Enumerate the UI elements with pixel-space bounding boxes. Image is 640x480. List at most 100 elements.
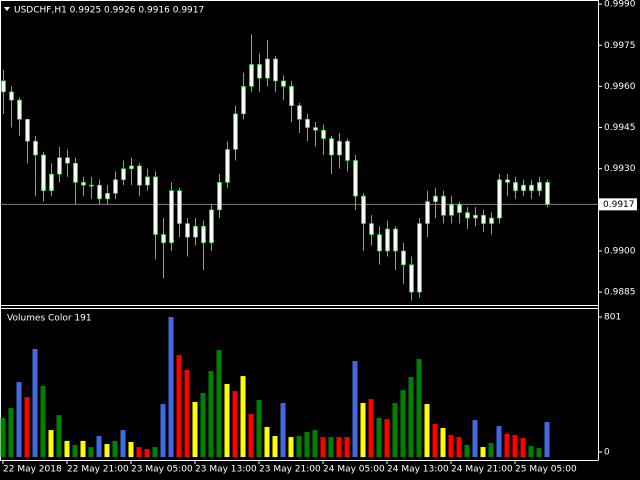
x-tick-label: 25 May 05:00 xyxy=(515,465,577,475)
candle-body xyxy=(337,140,342,156)
volume-bar xyxy=(0,418,6,457)
candle-body xyxy=(505,179,510,183)
candle-body xyxy=(489,217,494,224)
candle-body xyxy=(369,223,374,235)
candle-body xyxy=(233,113,238,150)
volume-bar xyxy=(144,448,150,457)
volume-bar xyxy=(352,361,358,457)
candle-body xyxy=(249,64,254,87)
candle-body xyxy=(417,223,422,293)
y-tick-label: 0.9975 xyxy=(604,41,636,51)
volume-bar xyxy=(408,376,414,457)
volume-bar xyxy=(296,436,302,457)
indicator-title: Volumes Color 191 xyxy=(7,314,92,324)
x-tick-label: 24 May 21:00 xyxy=(451,465,513,475)
candle-body xyxy=(193,225,198,238)
volume-bar xyxy=(128,441,134,457)
price-label: 0.9917 xyxy=(603,200,635,210)
candle-body xyxy=(497,179,502,219)
candle-body xyxy=(473,215,478,219)
candle-body xyxy=(393,228,398,252)
volume-bar xyxy=(112,440,118,457)
volume-bar xyxy=(256,400,262,457)
candle-body xyxy=(161,234,166,244)
candle-body xyxy=(441,195,446,216)
volume-bar xyxy=(136,447,142,457)
volume-bar xyxy=(88,447,94,457)
candle-body xyxy=(545,182,550,205)
menu-triangle[interactable] xyxy=(4,7,10,11)
candle-body xyxy=(265,58,270,79)
candle-body xyxy=(425,201,430,224)
volume-bar xyxy=(80,440,86,457)
candle-body xyxy=(305,119,310,128)
candle-body xyxy=(105,193,110,200)
candle-body xyxy=(137,165,142,186)
candle-body xyxy=(385,228,390,252)
price-label-box xyxy=(599,198,637,211)
volume-bar xyxy=(200,393,206,457)
volume-bar xyxy=(424,404,430,457)
candle-body xyxy=(481,215,486,224)
volume-bar xyxy=(272,436,278,457)
volume-bar xyxy=(160,404,166,457)
candle-body xyxy=(409,264,414,293)
volume-bar xyxy=(320,437,326,457)
candle-body xyxy=(121,168,126,180)
candle-body xyxy=(9,91,14,101)
volume-bar xyxy=(152,447,158,457)
volume-bar xyxy=(48,430,54,457)
volume-bar xyxy=(248,414,254,457)
candle-body xyxy=(169,190,174,244)
candle-body xyxy=(289,86,294,106)
volume-bar xyxy=(304,432,310,457)
candle-body xyxy=(201,225,206,244)
candle-body xyxy=(361,195,366,224)
candle-body xyxy=(513,182,518,191)
x-tick-label: 22 May 2018 xyxy=(3,465,62,475)
volume-bar xyxy=(224,383,230,457)
volume-bar xyxy=(56,415,62,457)
x-tick-label: 24 May 05:00 xyxy=(323,465,385,475)
candle-body xyxy=(153,176,158,235)
y-tick-label: 0.9960 xyxy=(604,82,636,92)
volume-bar xyxy=(512,434,518,457)
volume-bar xyxy=(440,427,446,457)
volume-bar xyxy=(504,433,510,457)
candle-body xyxy=(209,209,214,244)
candle-body xyxy=(273,58,278,82)
candle-body xyxy=(433,195,438,202)
volume-bar xyxy=(544,422,550,457)
volume-bar xyxy=(32,349,38,457)
y-tick-label: 0.9885 xyxy=(604,288,636,298)
x-tick-label: 23 May 21:00 xyxy=(259,465,321,475)
volume-bar xyxy=(96,436,102,457)
volume-bar xyxy=(384,419,390,457)
candle-body xyxy=(281,80,286,87)
volume-bar xyxy=(472,419,478,457)
volume-bar xyxy=(488,443,494,457)
volume-bar xyxy=(344,437,350,457)
candle-body xyxy=(33,140,38,156)
candle-body xyxy=(113,179,118,194)
candle-body xyxy=(97,184,102,200)
y-tick-label: 0.9930 xyxy=(604,164,636,174)
volume-bar xyxy=(496,426,502,457)
candle-body xyxy=(25,119,30,142)
candle-body xyxy=(465,212,470,219)
candle-body xyxy=(345,140,350,161)
volume-bar xyxy=(64,440,70,457)
candle-body xyxy=(145,176,150,186)
candle-body xyxy=(449,204,454,216)
candle-body xyxy=(257,64,262,79)
candle-body xyxy=(353,160,358,197)
volume-bar xyxy=(264,426,270,457)
candle-body xyxy=(521,184,526,191)
volume-bar xyxy=(192,401,198,457)
volume-bar xyxy=(104,444,110,457)
volume-bar xyxy=(176,355,182,457)
y-tick-label: 801 xyxy=(604,313,621,323)
volume-bar xyxy=(536,448,542,457)
